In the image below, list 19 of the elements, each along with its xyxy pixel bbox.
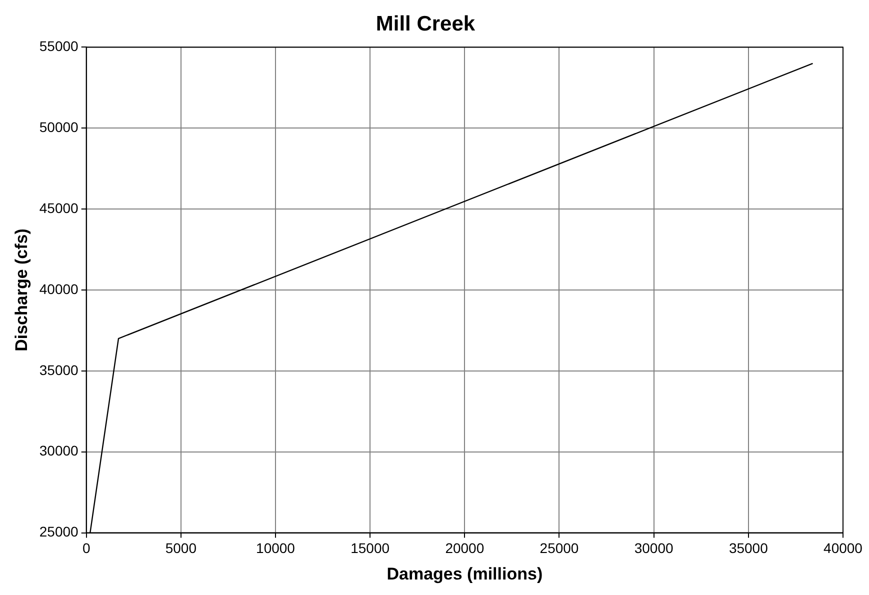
x-tick-label: 30000 — [634, 540, 674, 556]
y-tick-label: 55000 — [39, 38, 79, 54]
x-tick-label: 25000 — [540, 540, 579, 556]
y-tick-label: 30000 — [39, 442, 79, 459]
x-tick-label: 20000 — [445, 540, 484, 556]
chart-title: Mill Creek — [376, 12, 476, 36]
x-tick-label: 35000 — [728, 540, 768, 556]
x-tick-label: 15000 — [350, 540, 390, 556]
x-tick-label: 5000 — [165, 540, 197, 556]
y-tick-label: 40000 — [39, 280, 79, 297]
x-tick-label: 10000 — [256, 540, 296, 556]
y-axis-title: Discharge (cfs) — [12, 228, 31, 352]
y-tick-label: 25000 — [39, 524, 79, 540]
x-tick-label: 0 — [82, 540, 90, 556]
y-tick-label: 35000 — [39, 362, 79, 378]
y-tick-label: 50000 — [39, 118, 79, 135]
x-axis-title: Damages (millions) — [386, 564, 543, 584]
x-tick-label: 40000 — [824, 540, 863, 556]
y-tick-label: 45000 — [39, 200, 79, 216]
